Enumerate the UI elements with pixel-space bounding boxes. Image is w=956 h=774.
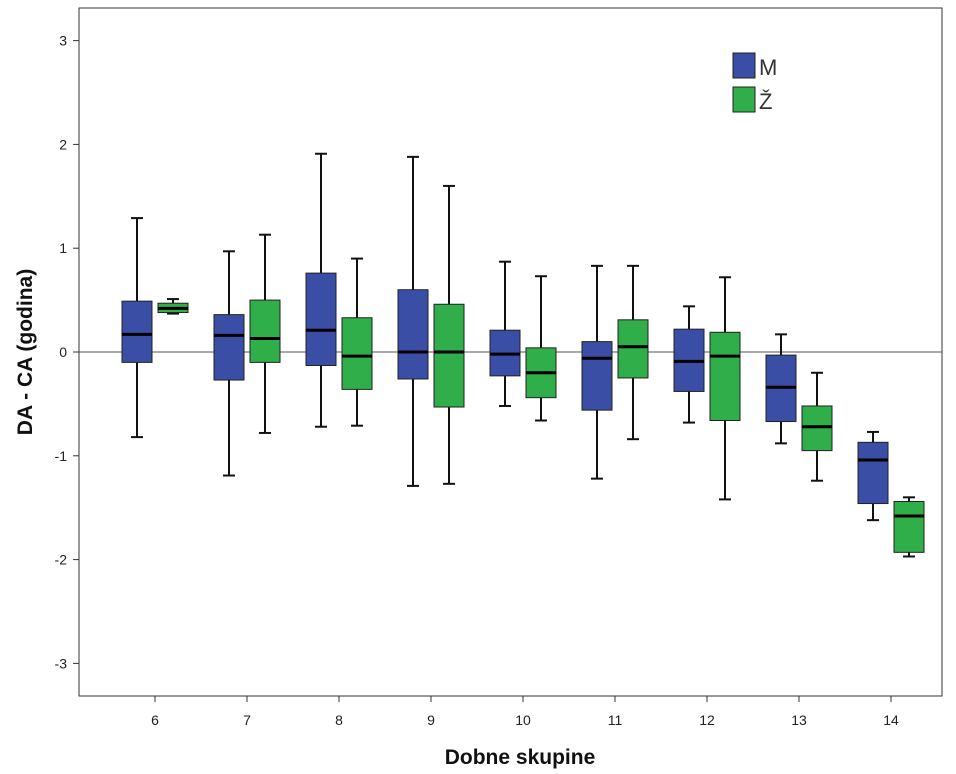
x-axis-ticks: 6 7 8 9 10 11 12 13 14 [151,696,899,728]
y-axis-ticks: -3 -2 -1 0 1 2 3 [55,33,79,671]
x-tick-label: 9 [427,712,435,728]
iqr-box [581,341,613,411]
legend-swatch-z [732,86,756,113]
iqr-box [213,314,245,381]
y-tick-label: -3 [55,655,68,671]
box-z-6 [157,298,189,315]
x-tick-label: 6 [151,712,159,728]
x-axis-title: Dobne skupine [445,746,596,769]
y-axis-title: DA - CA (godina) [14,269,37,435]
box-z-12 [709,276,741,501]
iqr-box [397,289,429,380]
x-tick-label: 8 [335,712,343,728]
y-tick-label: 3 [59,33,67,49]
iqr-box [893,500,925,553]
y-tick-label: 0 [59,344,67,360]
y-tick-label: 1 [59,240,67,256]
box-m-8 [305,152,337,428]
iqr-box [341,317,373,390]
box-m-11 [581,264,613,480]
box-z-7 [249,233,281,434]
box-m-6 [121,217,153,439]
iqr-box [305,272,337,366]
box-m-10 [489,260,521,407]
box-m-12 [673,305,705,424]
box-m-14 [857,430,889,522]
iqr-box [709,331,741,422]
x-tick-label: 12 [699,712,715,728]
x-tick-label: 10 [515,712,531,728]
box-z-14 [893,496,925,558]
iqr-box [801,405,833,452]
legend-label-z: Ž [759,89,772,114]
y-tick-label: -1 [55,448,68,464]
x-tick-label: 14 [883,712,899,728]
box-z-8 [341,257,373,427]
box-m-9 [397,155,429,487]
box-z-11 [617,264,649,441]
box-m-13 [765,333,797,445]
box-z-13 [801,371,833,482]
x-tick-label: 7 [243,712,251,728]
iqr-box [433,303,465,408]
iqr-box [121,300,153,363]
box-series [121,152,925,558]
box-z-9 [433,184,465,485]
iqr-box [617,319,649,379]
legend-swatch-m [732,52,756,79]
y-tick-label: 2 [59,136,67,152]
legend: M Ž [732,52,777,114]
iqr-box [857,441,889,505]
y-tick-label: -2 [55,552,68,568]
legend-label-m: M [759,55,777,80]
x-tick-label: 13 [791,712,807,728]
x-tick-label: 11 [608,712,623,728]
box-z-10 [525,275,557,422]
iqr-box [249,299,281,363]
box-m-7 [213,250,245,477]
